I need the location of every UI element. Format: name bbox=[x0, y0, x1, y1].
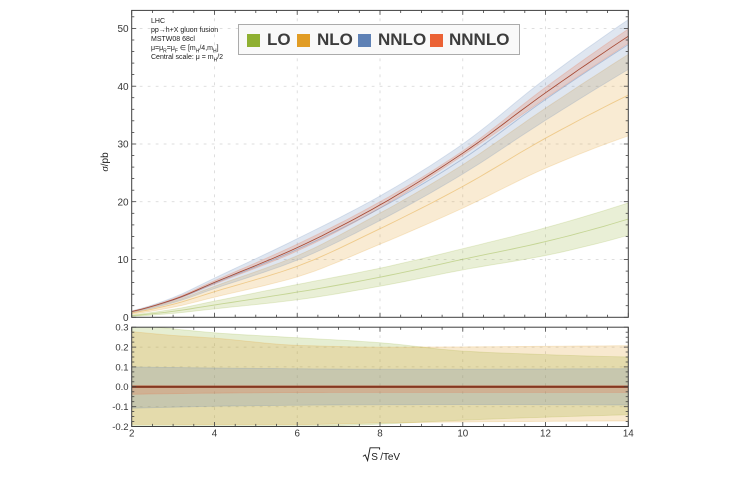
svg-text:0.1: 0.1 bbox=[115, 362, 128, 373]
svg-text:14: 14 bbox=[623, 429, 634, 440]
svg-text:/TeV: /TeV bbox=[380, 452, 400, 463]
svg-text:0: 0 bbox=[123, 313, 129, 324]
svg-text:0.0: 0.0 bbox=[115, 382, 128, 393]
svg-text:30: 30 bbox=[117, 140, 129, 151]
svg-text:8: 8 bbox=[377, 429, 383, 440]
svg-text:2: 2 bbox=[129, 429, 134, 440]
svg-text:S: S bbox=[371, 452, 378, 463]
svg-text:10: 10 bbox=[457, 429, 468, 440]
svg-text:6: 6 bbox=[294, 429, 300, 440]
svg-text:20: 20 bbox=[117, 197, 129, 208]
svg-text:12: 12 bbox=[540, 429, 551, 440]
svg-text:40: 40 bbox=[117, 82, 129, 93]
svg-text:-0.1: -0.1 bbox=[112, 402, 128, 413]
svg-text:4: 4 bbox=[212, 429, 218, 440]
svg-text:-0.2: -0.2 bbox=[112, 422, 128, 433]
svg-text:0.3: 0.3 bbox=[115, 323, 128, 334]
svg-text:50: 50 bbox=[117, 24, 129, 35]
svg-text:0.2: 0.2 bbox=[115, 343, 128, 354]
svg-text:10: 10 bbox=[117, 255, 129, 266]
